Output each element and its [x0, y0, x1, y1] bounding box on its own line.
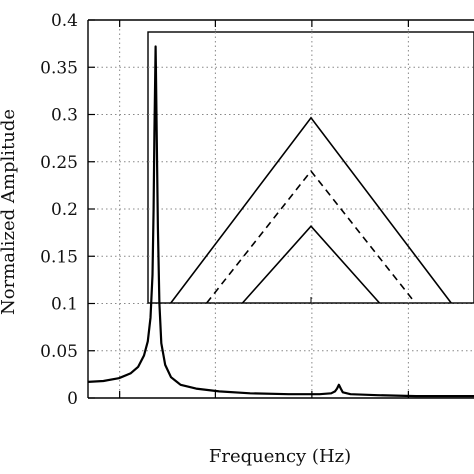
- ticks: 0 0.05 0.1 0.15 0.2 0.25 0.3 0.35 0.4: [40, 11, 409, 409]
- inset-series-line-3: [241, 224, 381, 304]
- y-tick-label: 0.3: [51, 106, 78, 126]
- inset-panel: [147, 31, 474, 304]
- y-tick-label: 0.05: [40, 342, 78, 362]
- y-tick-label: 0.4: [51, 11, 78, 31]
- y-tick-label: 0.1: [51, 295, 78, 315]
- y-tick-label: 0.15: [40, 247, 78, 267]
- inset-series-line-1: [170, 116, 452, 304]
- y-axis-label: Normalized Amplitude: [0, 109, 19, 315]
- inset-frame: [147, 31, 474, 304]
- y-tick-label: 0: [67, 389, 78, 409]
- y-tick-label: 0.25: [40, 153, 78, 173]
- inset-series-line-2: [206, 169, 416, 304]
- x-axis-label: Frequency (Hz): [209, 446, 351, 467]
- series-group: [87, 45, 474, 398]
- series-line-1: [87, 45, 474, 398]
- y-tick-label: 0.2: [51, 200, 78, 220]
- y-tick-label: 0.35: [40, 58, 78, 78]
